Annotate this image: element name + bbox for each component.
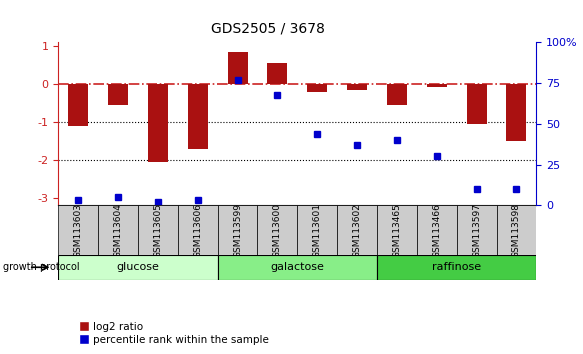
Text: GDS2505 / 3678: GDS2505 / 3678 <box>211 21 325 35</box>
Text: glucose: glucose <box>117 262 159 272</box>
Bar <box>377 255 536 280</box>
Bar <box>268 63 287 84</box>
Text: growth protocol: growth protocol <box>3 262 79 272</box>
Text: GSM113601: GSM113601 <box>312 202 322 258</box>
Bar <box>307 84 327 92</box>
Bar <box>337 205 377 255</box>
Bar <box>58 205 98 255</box>
Bar <box>258 205 297 255</box>
Text: GSM113602: GSM113602 <box>353 202 361 258</box>
Bar <box>188 84 208 149</box>
Bar <box>108 84 128 105</box>
Bar <box>387 84 407 105</box>
Text: GSM113466: GSM113466 <box>432 202 441 258</box>
Bar <box>217 205 258 255</box>
Text: GSM113604: GSM113604 <box>114 202 122 258</box>
Bar <box>456 205 497 255</box>
Bar <box>217 255 377 280</box>
Bar <box>138 205 178 255</box>
Bar <box>427 84 447 87</box>
Text: GSM113598: GSM113598 <box>512 202 521 258</box>
Bar <box>227 52 248 84</box>
Text: GSM113603: GSM113603 <box>73 202 83 258</box>
Text: GSM113597: GSM113597 <box>472 202 481 258</box>
Text: raffinose: raffinose <box>432 262 481 272</box>
Bar <box>148 84 168 162</box>
Text: GSM113605: GSM113605 <box>153 202 163 258</box>
Bar <box>377 205 417 255</box>
Text: GSM113599: GSM113599 <box>233 202 242 258</box>
Legend: log2 ratio, percentile rank within the sample: log2 ratio, percentile rank within the s… <box>75 317 273 349</box>
Bar <box>507 84 526 141</box>
Bar <box>98 205 138 255</box>
Bar <box>417 205 456 255</box>
Bar <box>497 205 536 255</box>
Text: galactose: galactose <box>271 262 324 272</box>
Text: GSM113606: GSM113606 <box>193 202 202 258</box>
Bar <box>297 205 337 255</box>
Bar <box>347 84 367 90</box>
Bar <box>58 255 217 280</box>
Bar <box>178 205 217 255</box>
Bar <box>466 84 487 124</box>
Text: GSM113465: GSM113465 <box>392 202 402 258</box>
Bar <box>68 84 88 126</box>
Text: GSM113600: GSM113600 <box>273 202 282 258</box>
